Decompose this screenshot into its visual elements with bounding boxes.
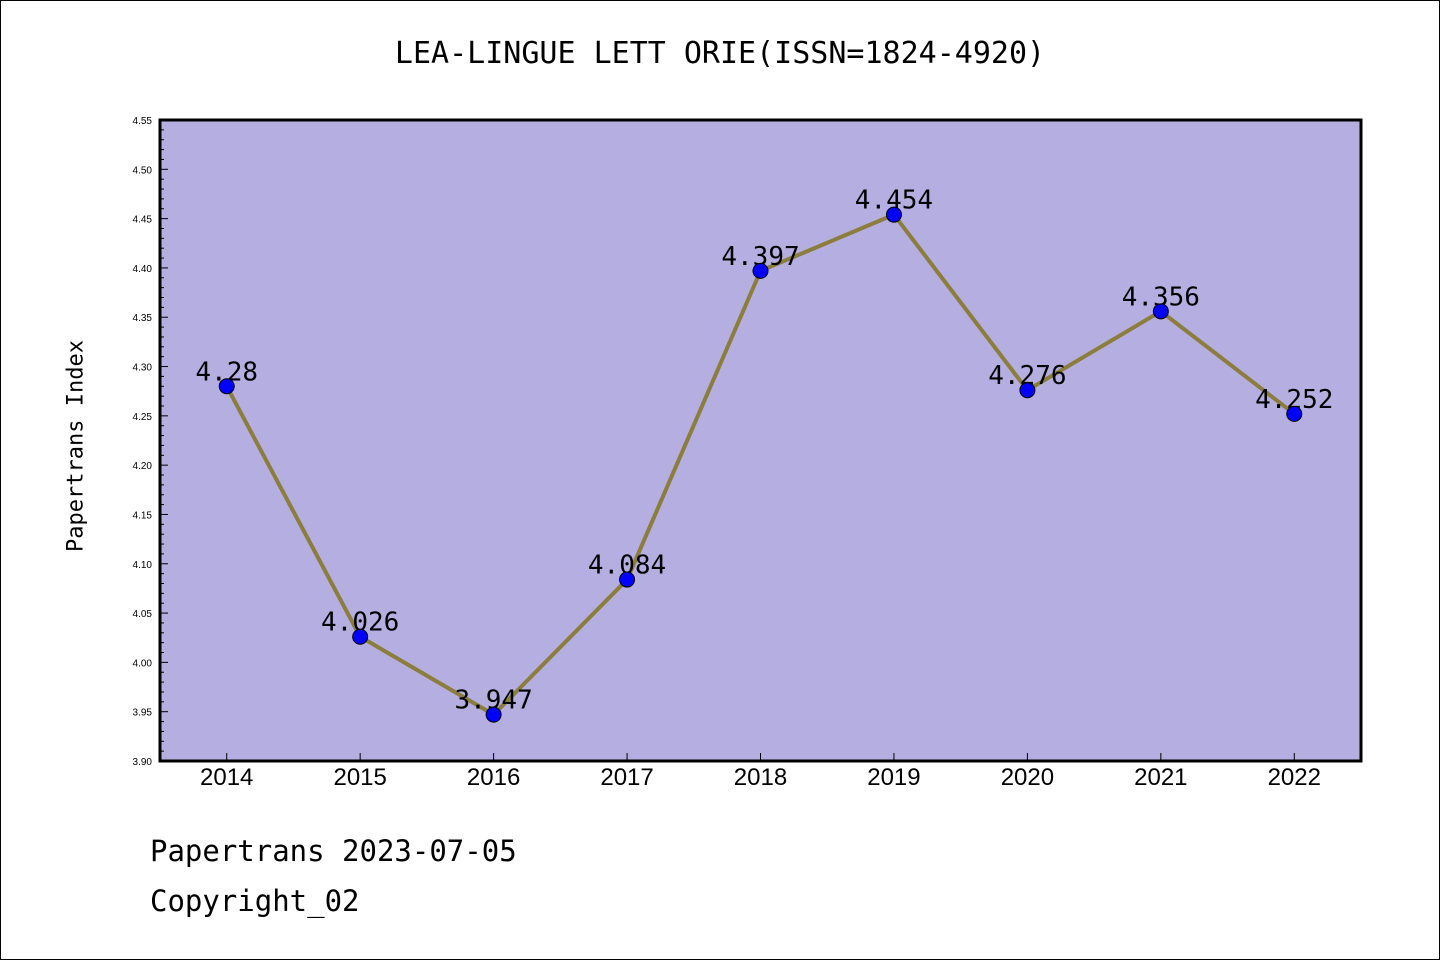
y-tick-label: 4.55 [133, 116, 153, 127]
data-point [218, 378, 235, 395]
footer-date: Papertrans 2023-07-05 [150, 834, 517, 868]
chart-title: LEA-LINGUE LETT ORIE(ISSN=1824-4920) [394, 36, 1046, 71]
y-tick-label: 3.90 [133, 757, 153, 768]
x-tick-label: 2017 [600, 764, 653, 791]
plot-border [158, 118, 1363, 763]
x-tick-label: 2014 [200, 764, 253, 791]
y-tick-label: 4.45 [133, 215, 153, 226]
y-tick-label: 4.00 [133, 658, 153, 669]
footer-copyright: Copyright_02 [150, 884, 360, 918]
x-tick-label: 2020 [1001, 764, 1054, 791]
x-tick-label: 2019 [867, 764, 920, 791]
data-point [485, 706, 502, 723]
data-point [352, 628, 369, 645]
y-tick-label: 4.35 [133, 313, 153, 324]
data-point [1286, 405, 1303, 422]
x-tick-label: 2015 [333, 764, 386, 791]
x-tick-label: 2021 [1134, 764, 1187, 791]
y-tick-label: 4.15 [133, 510, 153, 521]
y-tick-label: 3.95 [133, 708, 153, 719]
plot-area [160, 120, 1361, 761]
x-tick-label: 2018 [734, 764, 787, 791]
y-tick-label: 4.05 [133, 609, 153, 620]
y-tick-label: 4.30 [133, 363, 153, 374]
data-point [619, 571, 636, 588]
y-tick-label: 4.25 [133, 412, 153, 423]
y-tick-label: 4.40 [133, 264, 153, 275]
data-point [752, 262, 769, 279]
data-point [1152, 303, 1169, 320]
x-tick-label: 2016 [467, 764, 520, 791]
y-tick-label: 4.50 [133, 165, 153, 176]
data-point [1019, 382, 1036, 399]
data-point [885, 206, 902, 223]
y-tick-label: 4.20 [133, 461, 153, 472]
x-tick-label: 2022 [1268, 764, 1321, 791]
y-tick-label: 4.10 [133, 560, 153, 571]
